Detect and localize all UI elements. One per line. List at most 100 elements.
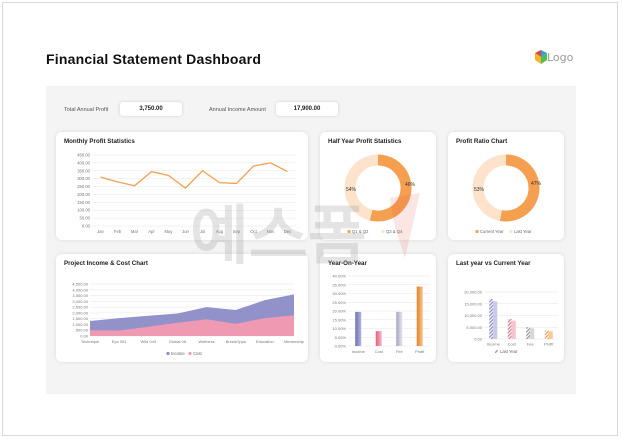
x-tick-label: BreedOpps <box>226 339 246 344</box>
x-tick-label: Mentorship <box>284 339 305 344</box>
watermark-swoosh <box>390 193 420 258</box>
legend-marker <box>188 351 192 356</box>
y-tick-label: 250.00 <box>77 184 90 189</box>
y-tick-label: 5.00% <box>335 335 347 340</box>
project-income-chart: 0.00500.001,000.001,500.002,000.002,500.… <box>72 282 305 357</box>
x-tick-label: Global 08 <box>169 339 187 344</box>
income-amount-label: Annual Income Amount <box>209 107 266 113</box>
legend-marker <box>166 351 170 356</box>
profit-ratio-chart: 53% 47% Current Year Last Year <box>472 154 542 234</box>
legend-label: Last Year <box>514 229 532 234</box>
y-tick-label: 20.00% <box>332 309 346 314</box>
y-tick-label: 35.00% <box>332 282 346 287</box>
bar-profit <box>416 286 423 346</box>
donut-slice <box>499 154 540 222</box>
x-tick-label: Profit <box>544 342 554 347</box>
monthly-profit-line <box>100 162 288 189</box>
y-tick-label: 15,000.00 <box>464 301 483 306</box>
x-tick-label: Dec <box>284 229 291 234</box>
y-tick-label: 15.00% <box>332 317 346 322</box>
x-tick-label: Income <box>487 342 501 347</box>
y-tick-label: 30.00% <box>332 291 346 296</box>
x-tick-label: May <box>165 229 174 234</box>
y-tick-label: 2,500.00 <box>72 305 88 310</box>
logo-icon <box>535 50 547 64</box>
y-tick-label: 300.00 <box>77 176 90 181</box>
x-tick-label: Fee <box>527 342 535 347</box>
income-amount-value: 17,900.00 <box>276 102 338 116</box>
bar-cost <box>375 331 382 346</box>
half-year-chart: 54% 46% Q1 & Q2 Q3 & Q4 <box>344 154 416 234</box>
y-tick-label: 200.00 <box>77 192 90 197</box>
monthly-profit-chart: 0.00 50.00 100.00 150.00 200.00 250.00 300.00 3… <box>77 153 296 234</box>
y-tick-label: 4,500.00 <box>72 282 88 287</box>
legend-marker <box>347 229 351 234</box>
bar-last-year <box>507 319 512 339</box>
y-tick-label: 400.00 <box>77 160 90 165</box>
y-tick-label: 50.00 <box>80 216 91 221</box>
y-tick-label: 4,000.00 <box>72 287 88 292</box>
monthly-profit-title: Monthly Profit Statistics <box>64 138 135 145</box>
slice-value-label: 53% <box>474 187 485 193</box>
y-tick-label: 3,000.00 <box>72 299 88 304</box>
year-on-year-title: Year-On-Year <box>328 260 367 267</box>
x-tick-label: Nov <box>267 229 275 234</box>
x-tick-label: Fee <box>396 349 404 354</box>
y-tick-label: 0.00 <box>80 334 89 339</box>
donut-slice <box>369 154 412 222</box>
y-tick-label: 5,000.00 <box>466 325 482 330</box>
bar-last-year <box>489 299 494 339</box>
x-tick-label: Sep <box>233 229 241 234</box>
watermark: 예스폼 <box>190 193 420 272</box>
y-tick-label: 350.00 <box>77 168 90 173</box>
x-tick-label: Feb <box>114 229 122 234</box>
legend-label: Income <box>171 351 185 356</box>
legend-marker <box>509 229 513 234</box>
x-tick-label: Jul <box>200 229 205 234</box>
x-tick-label: Cost <box>375 349 384 354</box>
page-title: Financial Statement Dashboard <box>46 51 262 67</box>
bar-income <box>355 311 362 346</box>
x-tick-label: Wild 043 <box>141 339 157 344</box>
legend-marker <box>381 229 385 234</box>
x-tick-label: Oct <box>250 229 257 234</box>
x-tick-label: Epc 001 <box>112 339 127 344</box>
project-income-card: Project Income & Cost Chart 0.00 500.00 1,… <box>56 254 308 362</box>
legend-marker <box>475 229 479 234</box>
area-cost <box>90 315 294 336</box>
last-vs-current-title: Last year vs Current Year <box>456 260 531 267</box>
bar-last-year <box>526 327 531 339</box>
legend-label: Cost <box>193 351 202 356</box>
x-tick-label: Education <box>256 339 274 344</box>
bar-last-year <box>544 330 549 339</box>
legend-label: Current Year <box>480 229 504 234</box>
y-tick-label: 450.00 <box>77 153 90 158</box>
y-tick-label: 10.00% <box>332 326 346 331</box>
x-tick-label: Technique <box>81 339 100 344</box>
x-tick-label: Mar <box>131 229 139 234</box>
bar-fee <box>396 311 403 346</box>
slice-value-label: 47% <box>531 181 542 187</box>
x-tick-label: Aug <box>216 229 224 234</box>
last-vs-current-card: Last year vs Current Year 0.00 5,000.00 10… <box>448 254 564 362</box>
x-tick-label: Apr <box>148 229 155 234</box>
last-vs-current-chart: 0.005,000.0010,000.0015,000.0020,000.00 … <box>464 290 558 354</box>
bar-current-year <box>530 328 535 339</box>
x-tick-label: Jan <box>97 229 104 234</box>
donut-slice <box>344 154 379 221</box>
profit-ratio-card: Profit Ratio Chart 53% 47% Current Year Las… <box>448 132 564 240</box>
year-on-year-chart: 0.00% 5.00% 10.00% 15.00% 20.00% 25.00% 30.00%… <box>332 274 430 354</box>
x-tick-label: Profit <box>415 349 425 354</box>
logo-text: Logo <box>547 51 574 64</box>
bar-current-year <box>548 331 553 339</box>
half-year-title: Half Year Profit Statistics <box>328 138 402 145</box>
bar-current-year <box>493 301 498 339</box>
y-tick-label: 0.00 <box>82 224 91 229</box>
y-tick-label: 1,500.00 <box>72 316 88 321</box>
total-profit-label: Total Annual Profit <box>64 107 109 113</box>
project-income-title: Project Income & Cost Chart <box>64 260 148 267</box>
total-profit-value: 3,750.00 <box>120 102 182 116</box>
watermark-text: 예스폼 <box>190 200 367 272</box>
y-tick-label: 2,000.00 <box>72 310 88 315</box>
y-tick-label: 0.00 <box>474 337 483 342</box>
